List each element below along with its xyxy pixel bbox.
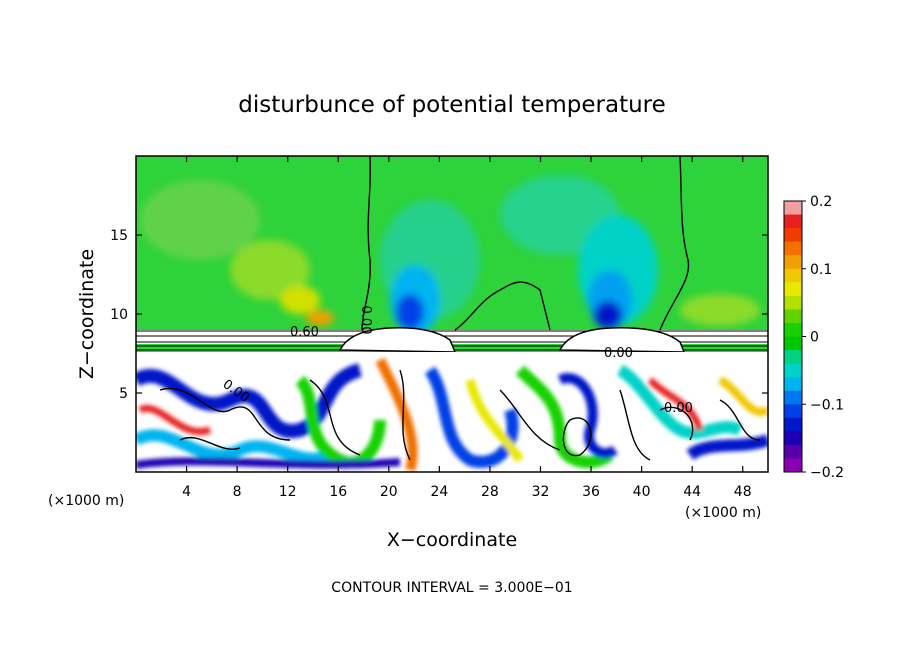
x-tick-label: 16 [329, 484, 347, 500]
x-unit-right: (×1000 m) [685, 505, 761, 521]
x-tick-label: 8 [233, 484, 242, 500]
colorbar-swatch [784, 282, 802, 297]
colorbar-tick-label: −0.2 [810, 465, 844, 481]
colorbar-swatch [784, 444, 802, 459]
x-tick-label: 4 [182, 484, 191, 500]
x-tick-label: 48 [734, 484, 752, 500]
colorbar-swatch [784, 309, 802, 324]
colorbar-swatch [784, 377, 802, 392]
colorbar-swatch [784, 417, 802, 432]
y-axis-label: Z−coordinate [76, 249, 98, 379]
colorbar-swatch [784, 458, 802, 473]
contour-interval-note: CONTOUR INTERVAL = 3.000E−01 [331, 580, 572, 596]
x-unit-left: (×1000 m) [48, 493, 124, 509]
x-tick-label: 20 [380, 484, 398, 500]
colorbar-swatch [784, 241, 802, 256]
colorbar-swatch [784, 268, 802, 283]
x-tick-label: 40 [633, 484, 651, 500]
x-tick-label: 44 [683, 484, 701, 500]
colorbar-swatch [784, 363, 802, 378]
x-tick-label: 28 [481, 484, 499, 500]
colorbar-swatch [784, 295, 802, 310]
colorbar-ticks: 0.2 0.1 0 −0.1 −0.2 [802, 194, 844, 481]
colorbar-swatch [784, 322, 802, 337]
colorbar-swatch [784, 201, 802, 216]
contour-label: 0.00 [358, 306, 373, 335]
x-tick-label: 24 [430, 484, 448, 500]
contour-label: 0.00 [664, 401, 693, 416]
colorbar-swatch [784, 255, 802, 270]
colorbar-swatch [784, 336, 802, 351]
colorbar-tick-label: 0.1 [810, 262, 832, 278]
x-axis-label: X−coordinate [387, 529, 517, 551]
colorbar-swatch [784, 228, 802, 243]
colorbar [784, 201, 802, 473]
boundary-band [136, 327, 768, 353]
y-tick-label: 10 [110, 307, 128, 323]
colorbar-tick-label: 0 [810, 330, 819, 346]
contour-label: 0.60 [290, 325, 319, 340]
plot-area [136, 156, 768, 472]
colorbar-tick-label: 0.2 [810, 194, 832, 210]
y-tick-label: 5 [119, 386, 128, 402]
contour-lines [159, 156, 761, 461]
colorbar-swatch [784, 431, 802, 446]
colorbar-swatch [784, 350, 802, 365]
x-tick-label: 12 [279, 484, 297, 500]
x-axis: 4 8 12 16 20 24 28 32 36 40 44 48 [182, 156, 752, 500]
colorbar-swatch [784, 390, 802, 405]
colorbar-swatch [784, 404, 802, 419]
contour-label: 0.00 [604, 346, 633, 361]
colorbar-tick-label: −0.1 [810, 397, 844, 413]
y-tick-label: 15 [110, 228, 128, 244]
upper-field [140, 175, 760, 335]
colorbar-swatch [784, 214, 802, 229]
y-axis: 5 10 15 [110, 228, 768, 402]
chart-title: disturbunce of potential temperature [238, 92, 666, 118]
x-tick-label: 36 [582, 484, 600, 500]
lower-field [136, 352, 768, 472]
x-tick-label: 32 [532, 484, 550, 500]
